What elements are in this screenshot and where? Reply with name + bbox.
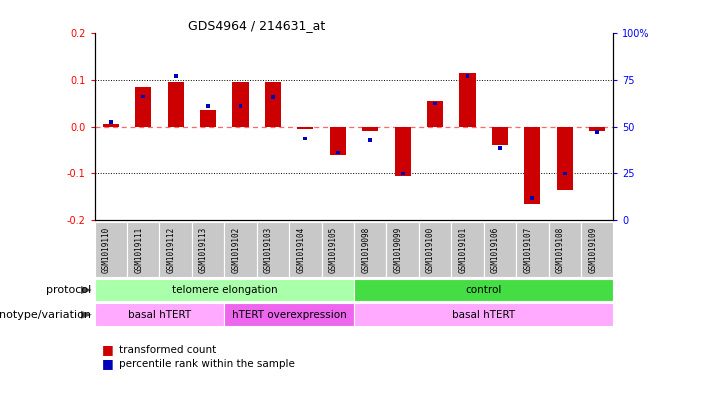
Bar <box>95 279 354 301</box>
Bar <box>465 74 470 78</box>
Bar <box>265 83 281 127</box>
Bar <box>297 127 313 129</box>
Text: GSM1019103: GSM1019103 <box>264 226 273 273</box>
Bar <box>271 95 275 99</box>
Bar <box>322 222 354 277</box>
Bar <box>557 127 573 190</box>
Bar <box>109 120 113 124</box>
Bar <box>516 222 549 277</box>
Bar <box>595 130 599 134</box>
Text: GSM1019110: GSM1019110 <box>102 226 111 273</box>
Bar <box>103 125 119 127</box>
Bar <box>257 222 290 277</box>
Bar <box>95 303 224 326</box>
Bar <box>531 196 534 200</box>
Bar <box>362 127 379 131</box>
Polygon shape <box>81 310 92 319</box>
Text: GSM1019113: GSM1019113 <box>199 226 208 273</box>
Bar <box>127 222 160 277</box>
Bar <box>168 83 184 127</box>
Bar <box>224 222 257 277</box>
Bar <box>589 127 605 131</box>
Text: ■: ■ <box>102 343 114 356</box>
Text: transformed count: transformed count <box>119 345 217 355</box>
Bar <box>354 222 386 277</box>
Text: protocol: protocol <box>46 285 91 295</box>
Bar <box>233 83 249 127</box>
Bar <box>135 87 151 127</box>
Text: GSM1019101: GSM1019101 <box>458 226 468 273</box>
Text: basal hTERT: basal hTERT <box>128 310 191 320</box>
Text: GSM1019100: GSM1019100 <box>426 226 435 273</box>
Bar <box>484 222 516 277</box>
Bar <box>368 138 372 141</box>
Bar <box>451 222 484 277</box>
Polygon shape <box>81 286 92 294</box>
Bar <box>498 146 502 150</box>
Bar <box>238 104 243 108</box>
Bar <box>200 110 216 127</box>
Text: GSM1019104: GSM1019104 <box>297 226 306 273</box>
Bar <box>174 74 177 78</box>
Text: GSM1019099: GSM1019099 <box>394 226 402 273</box>
Text: GSM1019106: GSM1019106 <box>491 226 500 273</box>
Bar <box>354 279 613 301</box>
Bar <box>401 171 404 175</box>
Bar <box>95 222 127 277</box>
Text: GSM1019105: GSM1019105 <box>329 226 338 273</box>
Text: genotype/variation: genotype/variation <box>0 310 91 320</box>
Bar <box>549 222 581 277</box>
Text: GSM1019111: GSM1019111 <box>135 226 143 273</box>
Text: GSM1019098: GSM1019098 <box>361 226 370 273</box>
Text: hTERT overexpression: hTERT overexpression <box>232 310 346 320</box>
Bar <box>304 136 307 140</box>
Text: GSM1019112: GSM1019112 <box>167 226 176 273</box>
Bar <box>142 95 145 98</box>
Text: GDS4964 / 214631_at: GDS4964 / 214631_at <box>188 19 325 32</box>
Text: telomere elongation: telomere elongation <box>172 285 277 295</box>
Bar <box>492 127 508 145</box>
Text: GSM1019108: GSM1019108 <box>556 226 565 273</box>
Bar <box>433 101 437 105</box>
Bar <box>206 104 210 108</box>
Text: GSM1019107: GSM1019107 <box>524 226 532 273</box>
Bar <box>160 222 192 277</box>
Bar <box>290 222 322 277</box>
Bar <box>192 222 224 277</box>
Bar <box>418 222 451 277</box>
Bar <box>459 73 475 127</box>
Bar <box>386 222 418 277</box>
Text: percentile rank within the sample: percentile rank within the sample <box>119 358 295 369</box>
Bar <box>581 222 613 277</box>
Text: GSM1019109: GSM1019109 <box>588 226 597 273</box>
Text: basal hTERT: basal hTERT <box>452 310 515 320</box>
Bar <box>563 171 566 175</box>
Text: ■: ■ <box>102 357 114 370</box>
Bar <box>336 151 340 154</box>
Text: GSM1019102: GSM1019102 <box>231 226 240 273</box>
Text: control: control <box>465 285 502 295</box>
Bar <box>224 303 354 326</box>
Bar <box>395 127 411 176</box>
Bar <box>354 303 613 326</box>
Bar <box>329 127 346 155</box>
Bar <box>427 101 443 127</box>
Bar <box>524 127 540 204</box>
